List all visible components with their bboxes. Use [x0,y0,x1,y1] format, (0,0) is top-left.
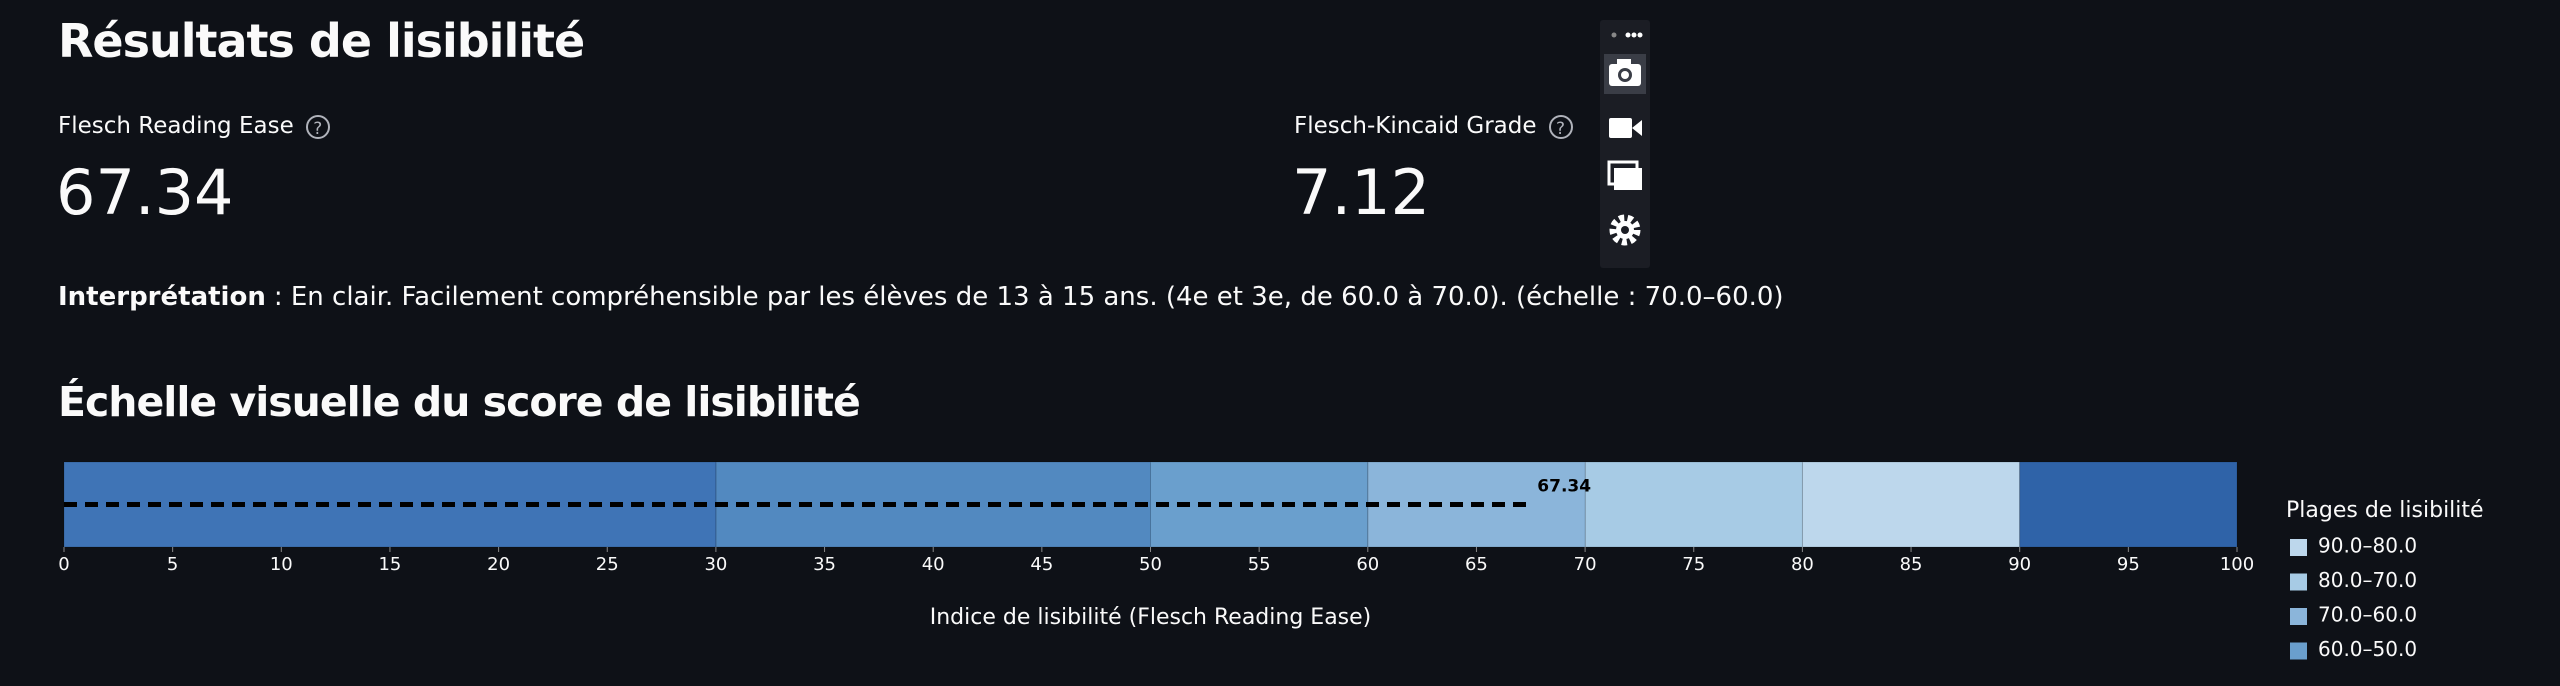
legend-label: 80.0–70.0 [2318,568,2417,592]
legend-title: Plages de lisibilité [2286,498,2484,523]
range-segment [2019,461,2238,548]
score-label: 67.34 [1537,477,1591,497]
settings-icon[interactable] [1609,214,1641,246]
section-title: Échelle visuelle du score de lisibilité [58,378,861,426]
x-tick-label: 30 [704,554,727,575]
x-tick-label: 70 [1574,554,1597,575]
x-tick-label: 60 [1356,554,1379,575]
help-icon[interactable]: ? [305,114,330,139]
x-tick-label: 25 [596,554,619,575]
legend-swatch [2290,539,2307,556]
layers-icon[interactable] [1607,160,1642,190]
interpretation: Interprétation: En clair. Facilement com… [58,282,1784,312]
x-tick-label: 90 [2008,554,2031,575]
toolbar-more[interactable] [1625,32,1643,38]
x-tick-label: 100 [2220,554,2254,575]
legend-label: 60.0–50.0 [2318,637,2417,661]
range-segment [1584,461,1803,548]
x-tick-label: 95 [2117,554,2140,575]
x-tick-label: 0 [58,554,69,575]
x-tick-label: 15 [378,554,401,575]
help-icon[interactable]: ? [1548,114,1573,139]
interpretation-label: Interprétation [58,282,266,312]
toolbar-dot [1611,32,1617,38]
x-tick-label: 55 [1248,554,1271,575]
x-tick-label: 75 [1682,554,1705,575]
chart-toolbar [1600,20,1650,268]
interpretation-text: : En clair. Facilement compréhensible pa… [273,282,1784,312]
x-tick-label: 45 [1030,554,1053,575]
x-tick-label: 50 [1139,554,1162,575]
metric-label: Flesch Reading Ease? [58,113,330,139]
legend-swatch [2290,573,2307,591]
x-tick-label: 20 [487,554,510,575]
x-tick-label: 40 [922,554,945,575]
x-tick-label: 10 [270,554,293,575]
metric-label-text: Flesch Reading Ease [58,113,294,139]
camera-icon[interactable] [1609,59,1641,86]
metric-label: Flesch-Kincaid Grade? [1294,113,1573,139]
x-tick-label: 5 [167,554,178,575]
x-tick-label: 35 [813,554,836,575]
page-title: Résultats de lisibilité [58,14,585,68]
range-segment [1801,461,2021,548]
metric-label-text: Flesch-Kincaid Grade [1294,113,1537,139]
legend-label: 90.0–80.0 [2318,534,2417,558]
legend-swatch [2290,642,2307,660]
legend: Plages de lisibilité 90.0–80.0 80.0–70.0 70… [2286,498,2484,661]
metric-value: 7.12 [1292,156,1431,229]
legend-label: 70.0–60.0 [2318,603,2417,627]
x-tick-label: 65 [1465,554,1488,575]
metric-value: 67.34 [56,156,234,229]
legend-swatch [2290,608,2307,625]
chart: 67.34 0 5 10 15 20 25 30 35 40 45 50 55 60 65 70 75 80 85 9… [58,461,2484,661]
video-icon[interactable] [1609,118,1642,138]
x-tick-label: 80 [1791,554,1814,575]
x-tick-label: 85 [1900,554,1923,575]
x-axis-label: Indice de lisibilité (Flesch Reading Eas… [930,605,1372,630]
